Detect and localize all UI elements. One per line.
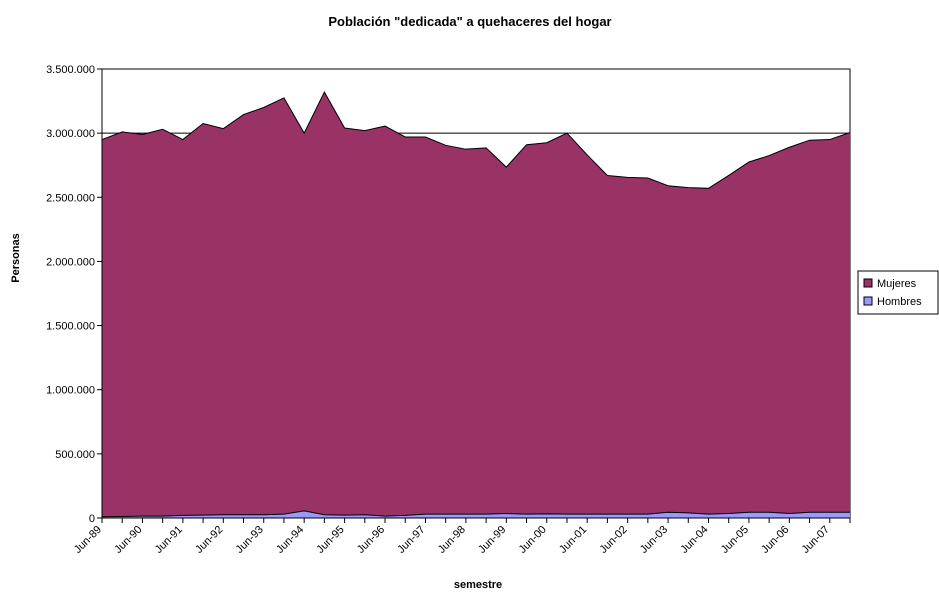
- x-tick-label: Jun-92: [193, 524, 225, 556]
- legend: Mujeres Hombres: [857, 270, 939, 315]
- plot-area: 0 500.000 1.000.000 1.500.000 2.000.000 2.500…: [46, 64, 851, 556]
- x-tick-label: Jun-06: [759, 524, 791, 556]
- y-tick-label: 500.000: [55, 449, 95, 461]
- x-tick-label: Jun-94: [274, 524, 306, 556]
- legend-label-hombres: Hombres: [877, 296, 922, 308]
- y-tick-label: 3.500.000: [46, 64, 95, 76]
- x-tick-label: Jun-99: [476, 524, 508, 556]
- x-tick-label: Jun-91: [153, 524, 185, 556]
- x-tick-label: Jun-05: [719, 524, 751, 556]
- legend-box: [857, 270, 939, 315]
- chart-title: Población "dedicada" a quehaceres del ho…: [328, 14, 611, 29]
- y-axis-title: Personas: [10, 233, 22, 283]
- y-tick-label: 2.500.000: [46, 192, 95, 204]
- x-tick-label: Jun-07: [800, 524, 832, 556]
- legend-label-mujeres: Mujeres: [877, 278, 917, 290]
- series-outline-hombres: [101, 510, 850, 518]
- x-tick-label: Jun-93: [234, 524, 266, 556]
- x-tick-label: Jun-90: [112, 524, 144, 556]
- y-tick-label: 1.500.000: [46, 321, 95, 333]
- legend-swatch-mujeres: [863, 278, 873, 288]
- x-tick-label: Jun-98: [436, 524, 468, 556]
- x-tick-label: Jun-00: [517, 524, 549, 556]
- x-tick-label: Jun-03: [638, 524, 670, 556]
- x-tick-label: Jun-89: [72, 524, 104, 556]
- y-tick-label: 1.000.000: [46, 385, 95, 397]
- series-outline-mujeres: [101, 91, 851, 189]
- series-area-mujeres: [102, 92, 850, 517]
- x-tick-label: Jun-97: [395, 524, 427, 556]
- legend-swatch-hombres: [863, 296, 873, 306]
- x-tick-label: Jun-01: [557, 524, 589, 556]
- x-tick-label: Jun-96: [355, 524, 387, 556]
- x-axis-title: semestre: [454, 579, 502, 591]
- y-tick-label: 3.000.000: [46, 128, 95, 140]
- x-tick-label: Jun-95: [314, 524, 346, 556]
- y-tick-label: 0: [89, 513, 95, 525]
- x-tick-label: Jun-02: [597, 524, 629, 556]
- x-tick-label: Jun-04: [678, 524, 710, 556]
- y-tick-label: 2.000.000: [46, 256, 95, 268]
